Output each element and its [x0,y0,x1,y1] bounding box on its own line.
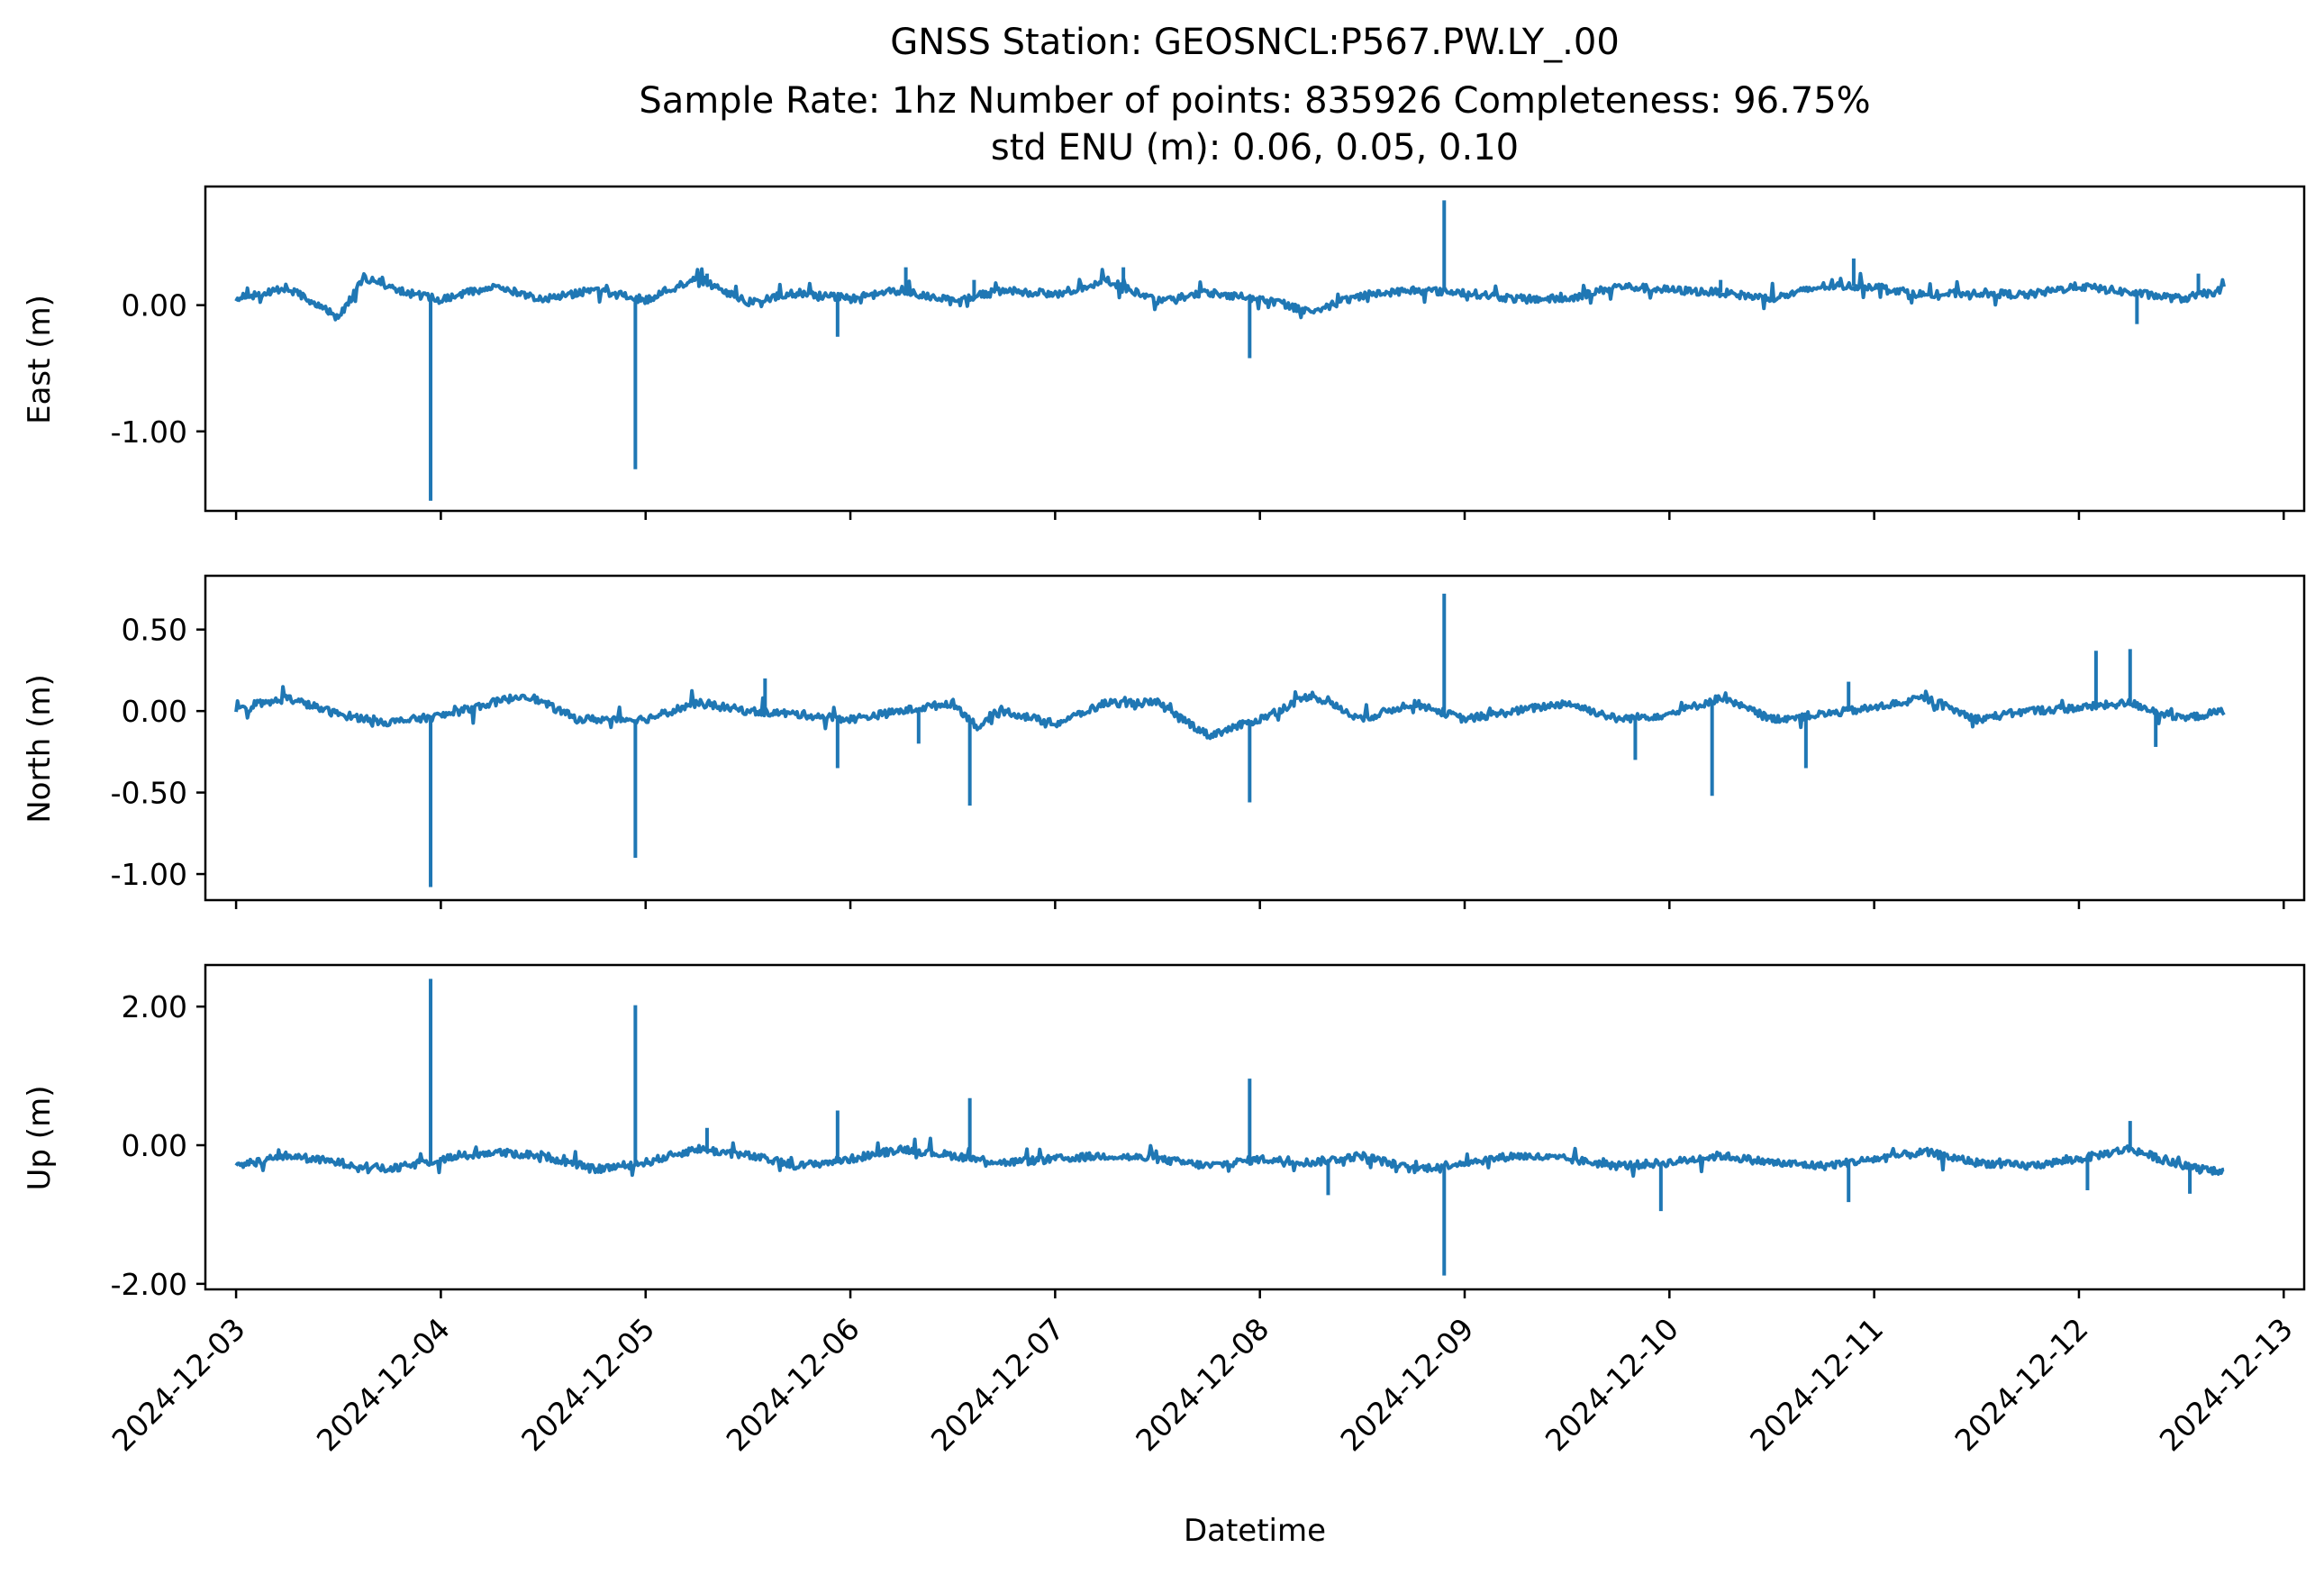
y-tick-label: 2.00 [122,989,187,1024]
up-x-axis [234,1289,2285,1298]
x-axis-label: Datetime [1184,1513,1326,1549]
figure-title: GNSS Station: GEOSNCL:P567.PW.LY_.00 Sam… [639,22,1870,168]
east-y-label: East (m) [22,295,58,424]
north-y-axis: 0.50 0.00 -0.50 -1.00 [111,613,205,892]
east-panel: 0.00 -1.00 East (m) [22,185,2306,520]
east-y-axis: 0.00 -1.00 [111,288,205,450]
series-line [234,1136,2225,1179]
up-y-label: Up (m) [22,1086,58,1191]
title-line-2: Sample Rate: 1hz Number of points: 83592… [639,80,1870,122]
y-tick-label: -1.00 [111,414,187,450]
east-axes-frame [204,185,2306,513]
y-tick-label: 0.50 [122,613,187,648]
series-line [234,267,2226,322]
east-x-axis [234,511,2285,520]
y-tick-label: -2.00 [111,1267,187,1302]
series-line [234,685,2226,741]
y-tick-label: 0.00 [122,288,187,323]
up-series [234,979,2225,1276]
title-line-3: std ENU (m): 0.06, 0.05, 0.10 [991,127,1519,168]
up-panel: 2.00 0.00 -2.00 Up (m) [22,963,2306,1302]
north-series [234,593,2226,888]
north-panel: 0.50 0.00 -0.50 -1.00 North (m) [22,574,2306,909]
y-tick-label: -0.50 [111,776,187,811]
north-axes-frame [204,574,2306,902]
y-tick-label: 0.00 [122,1128,187,1163]
title-line-1: GNSS Station: GEOSNCL:P567.PW.LY_.00 [890,22,1620,63]
y-tick-label: -1.00 [111,857,187,892]
y-tick-label: 0.00 [122,694,187,729]
east-series [234,200,2226,501]
north-x-axis [234,900,2285,909]
north-y-label: North (m) [22,674,58,824]
up-y-axis: 2.00 0.00 -2.00 [111,989,205,1302]
up-axes-frame [204,963,2306,1291]
